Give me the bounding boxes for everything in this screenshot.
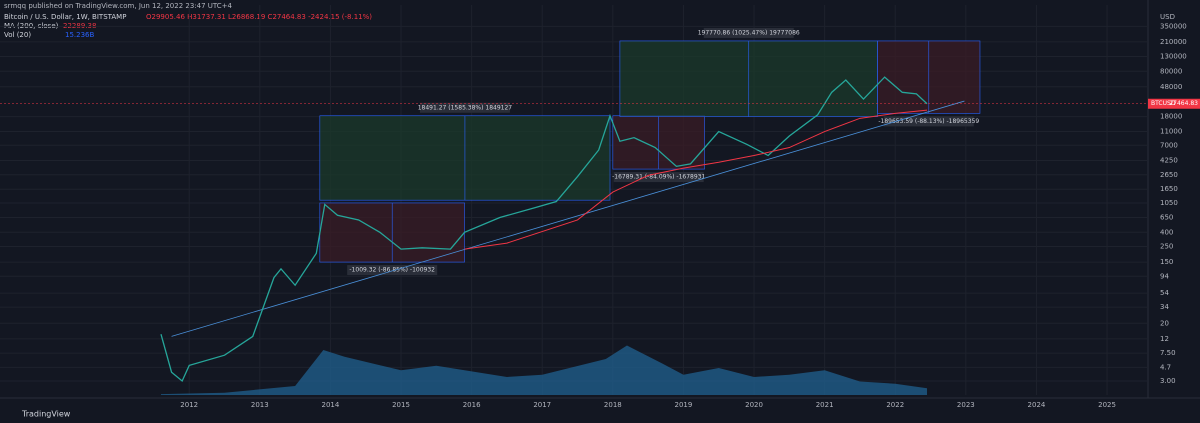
y-tick-label: 130000 — [1160, 53, 1187, 61]
price-tag-value: 27464.83 — [1169, 100, 1198, 107]
measure-label-bg — [703, 27, 794, 38]
trendline — [171, 100, 965, 337]
y-tick-label: 80000 — [1160, 67, 1182, 75]
published: srmqq published on TradingView.com, Jun … — [4, 2, 233, 10]
x-tick-label: 2014 — [322, 401, 340, 409]
measure-label-bg — [613, 172, 704, 183]
y-tick-label: 48000 — [1160, 83, 1182, 91]
x-tick-label: 2020 — [745, 401, 763, 409]
y-tick-label: 250 — [1160, 243, 1173, 251]
y-tick-label: 400 — [1160, 228, 1173, 236]
x-tick-label: 2025 — [1098, 401, 1116, 409]
volume-area — [160, 345, 928, 395]
y-tick-label: 210000 — [1160, 38, 1187, 46]
measure-label: 197770.86 (1025.47%) 19777086 — [698, 29, 800, 36]
y-tick-label: 4.7 — [1160, 363, 1171, 371]
ohlc: O29905.46 H31737.31 L26868.19 C27464.83 … — [146, 13, 372, 21]
measure-label-bg — [347, 265, 438, 276]
y-tick-label: 54 — [1160, 289, 1169, 297]
x-tick-label: 2017 — [533, 401, 551, 409]
vol-value: 15.236B — [65, 31, 94, 39]
y-tick-label: 1650 — [1160, 185, 1178, 193]
measure-label-bg — [419, 102, 510, 113]
vol-label: Vol (20) — [4, 31, 31, 39]
measure-label-bg — [883, 116, 974, 127]
x-tick-label: 2022 — [886, 401, 904, 409]
y-tick-label: 4250 — [1160, 156, 1178, 164]
x-tick-label: 2012 — [180, 401, 198, 409]
y-tick-label: 94 — [1160, 272, 1169, 280]
x-tick-label: 2023 — [957, 401, 975, 409]
y-tick-label: 7000 — [1160, 141, 1178, 149]
y-tick-label: 2650 — [1160, 171, 1178, 179]
brand: TradingView — [21, 410, 71, 419]
y-tick-label: 11000 — [1160, 128, 1182, 136]
y-tick-label: 150 — [1160, 258, 1173, 266]
symbol: Bitcoin / U.S. Dollar, 1W, BITSTAMP — [4, 13, 126, 21]
x-tick-label: 2018 — [604, 401, 622, 409]
price-line — [464, 109, 928, 250]
measure-label: -1009.32 (-86.85%) -100932 — [349, 267, 435, 274]
y-tick-label: 7.50 — [1160, 349, 1176, 357]
measure-label: -16789.31 (-84.09%) -1678931 — [612, 174, 705, 181]
y-tick-label: 650 — [1160, 214, 1173, 222]
x-tick-label: 2024 — [1028, 401, 1046, 409]
price-tag — [1148, 98, 1200, 109]
x-tick-label: 2013 — [251, 401, 269, 409]
y-tick-label: 20 — [1160, 319, 1169, 327]
y-tick-label: 34 — [1160, 303, 1169, 311]
y-tick-label: 3.00 — [1160, 377, 1176, 385]
measure-label: 18491.27 (1585.38%) 1849127 — [418, 104, 513, 111]
x-tick-label: 2015 — [392, 401, 410, 409]
price-tag-name: BTCUSD — [1151, 100, 1176, 107]
x-tick-label: 2019 — [675, 401, 693, 409]
price-line — [160, 76, 928, 383]
y-tick-label: 18000 — [1160, 113, 1182, 121]
y-tick-label: 12 — [1160, 335, 1169, 343]
y-tick-label: 1050 — [1160, 199, 1178, 207]
axis-unit: USD — [1160, 13, 1175, 21]
y-tick-label: 350000 — [1160, 22, 1187, 30]
measure-label: -189653.59 (-88.13%) -18965359 — [878, 118, 979, 125]
x-tick-label: 2016 — [463, 401, 481, 409]
x-tick-label: 2021 — [816, 401, 834, 409]
